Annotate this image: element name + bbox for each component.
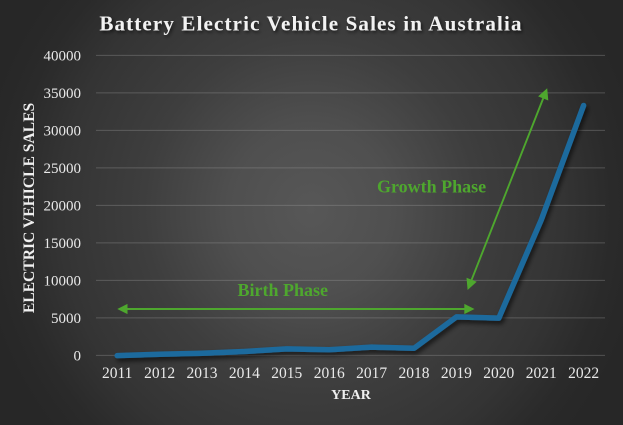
svg-text:20000: 20000 bbox=[44, 198, 82, 214]
svg-text:30000: 30000 bbox=[44, 123, 82, 139]
svg-text:0: 0 bbox=[74, 348, 82, 364]
svg-text:2021: 2021 bbox=[526, 365, 557, 382]
svg-text:2014: 2014 bbox=[229, 365, 260, 382]
svg-text:35000: 35000 bbox=[44, 86, 82, 102]
svg-text:2020: 2020 bbox=[483, 365, 514, 382]
svg-text:2017: 2017 bbox=[356, 365, 387, 382]
svg-text:5000: 5000 bbox=[51, 311, 81, 327]
svg-text:2015: 2015 bbox=[271, 365, 302, 382]
svg-text:15000: 15000 bbox=[44, 236, 82, 252]
svg-text:ELECTRIC VEHICLE SALES: ELECTRIC VEHICLE SALES bbox=[21, 103, 38, 314]
svg-text:Growth Phase: Growth Phase bbox=[377, 177, 486, 197]
svg-text:Battery Electric Vehicle Sales: Battery Electric Vehicle Sales in Austra… bbox=[99, 12, 522, 36]
svg-text:40000: 40000 bbox=[44, 48, 82, 64]
svg-text:YEAR: YEAR bbox=[331, 388, 372, 403]
svg-text:2022: 2022 bbox=[568, 365, 599, 382]
svg-text:2019: 2019 bbox=[441, 365, 472, 382]
svg-text:2018: 2018 bbox=[399, 365, 430, 382]
svg-text:2011: 2011 bbox=[102, 365, 132, 382]
svg-text:2013: 2013 bbox=[187, 365, 218, 382]
svg-text:25000: 25000 bbox=[44, 161, 82, 177]
svg-text:2012: 2012 bbox=[144, 365, 175, 382]
svg-text:10000: 10000 bbox=[44, 273, 82, 289]
svg-text:2016: 2016 bbox=[314, 365, 345, 382]
svg-text:Birth Phase: Birth Phase bbox=[238, 280, 329, 300]
